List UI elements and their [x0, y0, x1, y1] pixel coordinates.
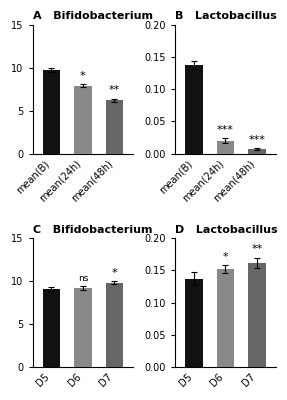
Text: D   Lactobacillus: D Lactobacillus: [175, 225, 278, 235]
Bar: [74, 288, 92, 367]
Text: A   Bifidobacterium: A Bifidobacterium: [32, 11, 152, 21]
Bar: [185, 279, 203, 367]
Text: B   Lactobacillus: B Lactobacillus: [175, 11, 277, 21]
Text: ns: ns: [78, 274, 88, 283]
Text: *: *: [112, 268, 117, 278]
Bar: [248, 263, 266, 367]
Bar: [217, 141, 234, 154]
Text: C   Bifidobacterium: C Bifidobacterium: [32, 225, 152, 235]
Bar: [43, 70, 60, 154]
Text: ***: ***: [217, 125, 234, 135]
Bar: [185, 65, 203, 154]
Text: **: **: [109, 85, 120, 95]
Text: **: **: [251, 244, 263, 254]
Text: *: *: [223, 252, 228, 262]
Bar: [106, 100, 123, 154]
Bar: [248, 149, 266, 154]
Text: ***: ***: [249, 135, 265, 145]
Text: *: *: [80, 71, 86, 81]
Bar: [43, 289, 60, 367]
Bar: [106, 283, 123, 367]
Bar: [217, 269, 234, 367]
Bar: [74, 86, 92, 154]
